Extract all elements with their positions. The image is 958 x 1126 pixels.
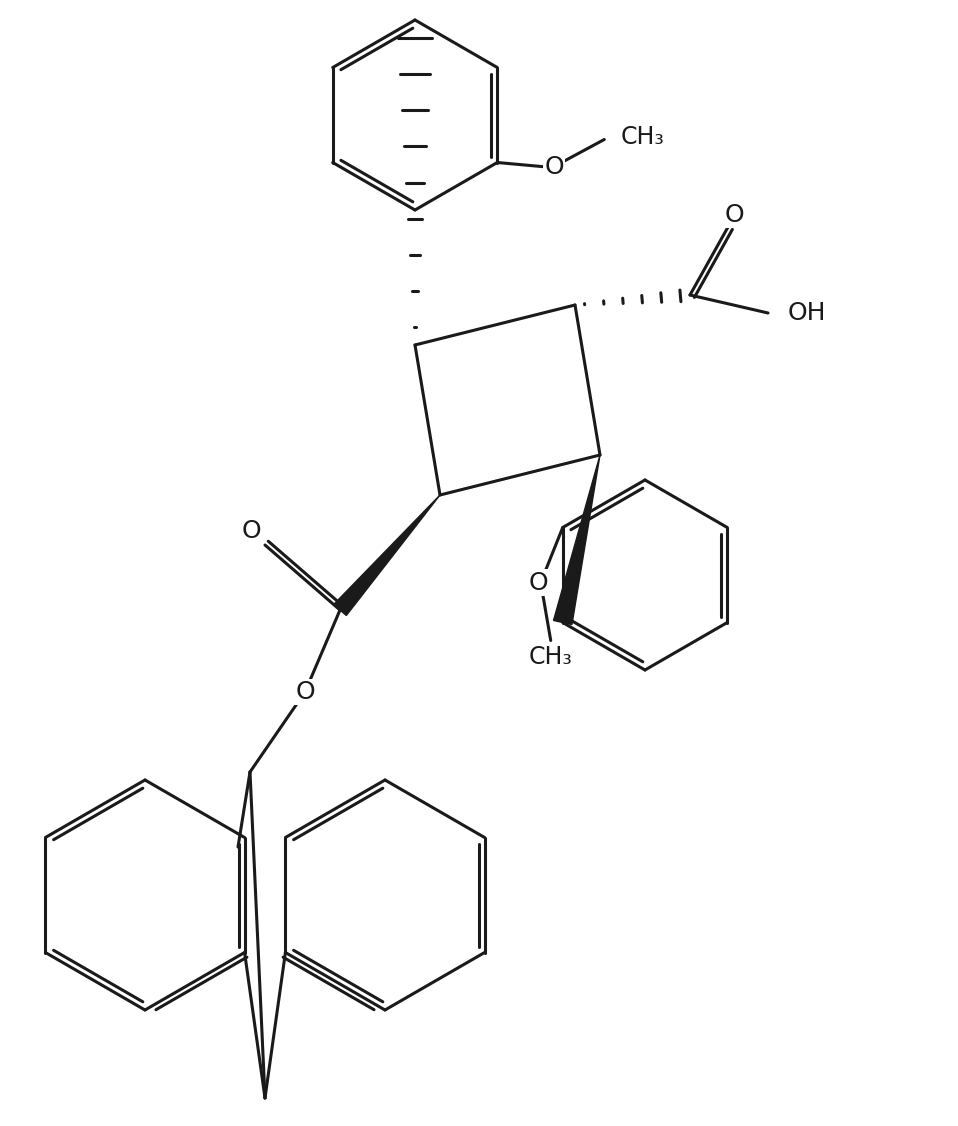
Text: CH₃: CH₃ [620, 125, 664, 150]
Text: O: O [529, 571, 549, 595]
Text: O: O [724, 203, 743, 227]
Text: O: O [544, 155, 564, 179]
Text: O: O [241, 519, 261, 543]
Text: OH: OH [788, 301, 827, 325]
Polygon shape [333, 495, 440, 616]
Text: O: O [295, 680, 315, 704]
Polygon shape [554, 455, 600, 625]
Text: CH₃: CH₃ [529, 644, 573, 669]
